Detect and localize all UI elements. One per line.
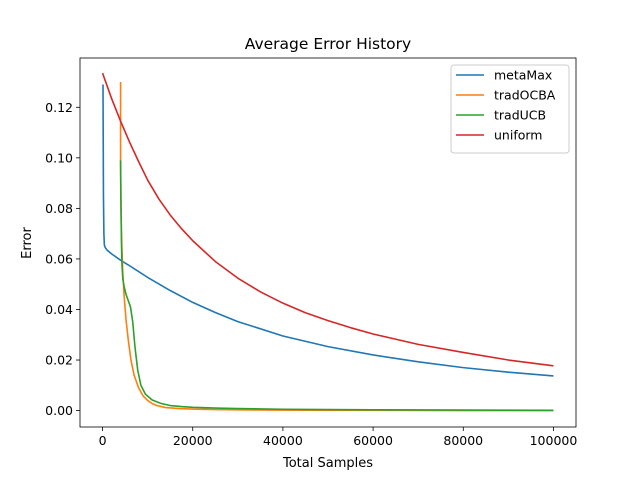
series-layer xyxy=(101,72,554,412)
x-tick-label: 40000 xyxy=(263,433,303,448)
y-tick-label: 0.10 xyxy=(45,150,73,165)
y-tick-label: 0.06 xyxy=(45,251,73,266)
x-tick-label: 20000 xyxy=(173,433,213,448)
legend-label-tradOCBA: tradOCBA xyxy=(494,88,556,103)
legend-frame xyxy=(450,64,570,154)
x-tick-label: 80000 xyxy=(443,433,483,448)
y-tick-label: 0.04 xyxy=(45,302,73,317)
series-line-uniform xyxy=(101,72,554,367)
legend: metaMax tradOCBA tradUCB uniform xyxy=(450,64,570,154)
x-axis-ticks: 0 20000 40000 60000 80000 100000 xyxy=(99,427,578,448)
plot-frame xyxy=(79,57,577,428)
legend-label-uniform: uniform xyxy=(494,128,542,143)
legend-label-tradUCB: tradUCB xyxy=(494,108,546,123)
x-tick-label: 100000 xyxy=(530,433,578,448)
y-tick-label: 0.00 xyxy=(45,403,73,418)
y-axis-ticks: 0.00 0.02 0.04 0.06 0.08 0.10 0.12 xyxy=(45,100,80,418)
series-line-tradUCB xyxy=(119,160,554,412)
y-tick-label: 0.12 xyxy=(45,100,73,115)
legend-label-metaMax: metaMax xyxy=(494,68,552,83)
series-line-metaMax xyxy=(102,84,554,377)
y-axis-label: Error xyxy=(20,227,35,259)
y-tick-label: 0.08 xyxy=(45,201,73,216)
x-tick-label: 0 xyxy=(99,433,107,448)
y-tick-label: 0.02 xyxy=(45,353,73,368)
x-tick-label: 60000 xyxy=(353,433,393,448)
chart-title: Average Error History xyxy=(245,35,411,53)
x-axis-label: Total Samples xyxy=(282,456,373,471)
